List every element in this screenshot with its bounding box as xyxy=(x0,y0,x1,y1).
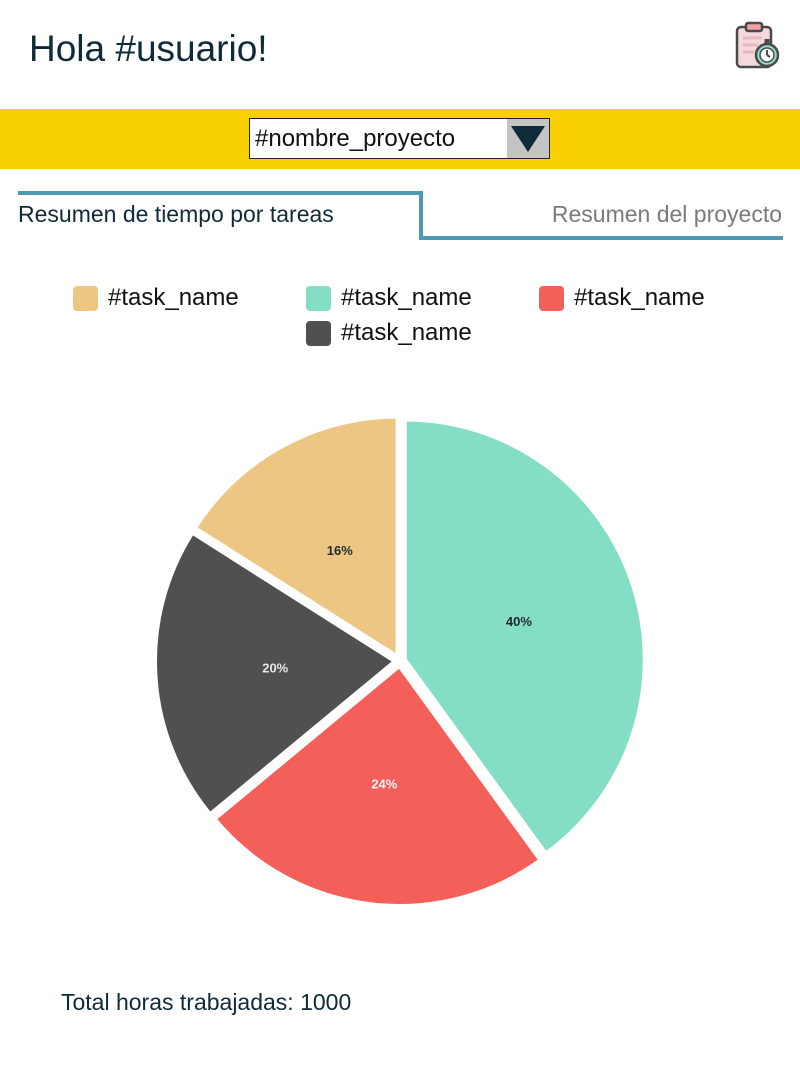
tab-outline-side xyxy=(419,191,423,240)
pie-slice[interactable] xyxy=(402,417,647,856)
pie-slice[interactable] xyxy=(153,530,398,817)
legend-swatch xyxy=(306,320,331,346)
pie-slice[interactable] xyxy=(212,663,543,908)
project-select[interactable]: #nombre_proyecto xyxy=(249,118,550,159)
legend-label: #task_name xyxy=(341,284,472,311)
tab-time-by-task[interactable]: Resumen de tiempo por tareas xyxy=(18,201,334,227)
tab-project-summary[interactable]: Resumen del proyecto xyxy=(551,201,782,227)
pie-slice[interactable] xyxy=(192,414,400,659)
legend-swatch xyxy=(539,285,564,311)
legend-label: #task_name xyxy=(108,284,239,311)
slice-label: 16% xyxy=(327,543,353,558)
legend-item: #task_name xyxy=(306,319,472,347)
legend-label: #task_name xyxy=(341,319,472,346)
greeting-title: Hola #usuario! xyxy=(29,28,268,69)
dropdown-button[interactable] xyxy=(507,119,549,158)
legend-swatch xyxy=(306,285,331,311)
triangle-down-icon xyxy=(511,125,545,152)
slice-label: 24% xyxy=(371,776,397,791)
clipboard-stopwatch-icon[interactable] xyxy=(734,20,784,70)
slice-label: 20% xyxy=(262,660,288,675)
legend-item: #task_name xyxy=(306,284,472,312)
legend-swatch xyxy=(73,285,98,311)
tab-outline-top xyxy=(18,191,423,195)
project-select-value: #nombre_proyecto xyxy=(255,125,456,152)
legend-item: #task_name xyxy=(539,284,705,312)
legend-label: #task_name xyxy=(574,284,705,311)
legend-item: #task_name xyxy=(73,284,239,312)
slice-label: 40% xyxy=(506,614,532,629)
tab-outline-bottom xyxy=(419,236,783,240)
total-hours: Total horas trabajadas: 1000 xyxy=(61,989,352,1015)
